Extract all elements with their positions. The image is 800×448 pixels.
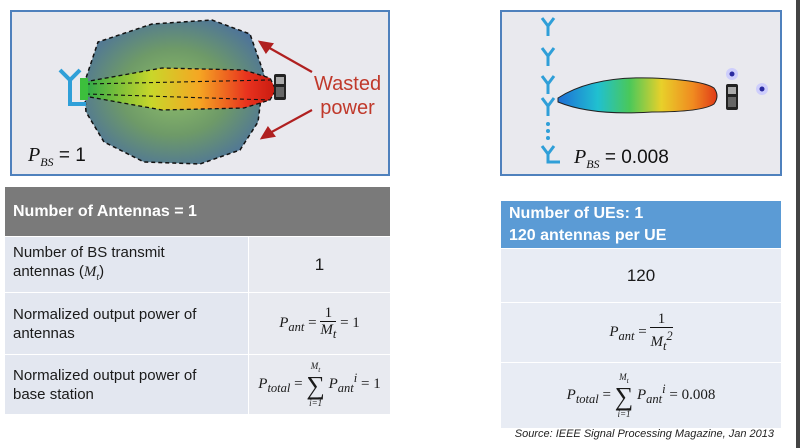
pbs-symbol: P <box>28 144 41 166</box>
source-citation: Source: IEEE Signal Processing Magazine,… <box>514 428 774 440</box>
table-header-left: Number of Antennas = 1 <box>3 186 392 237</box>
table-row: Pant = 1 Mt2 <box>500 302 782 363</box>
wasted-power-callout: Wasted power <box>314 72 381 120</box>
single-antenna-table: Number of Antennas = 1 Number of BS tran… <box>3 186 392 415</box>
label-line-2: antennas ( <box>13 262 84 280</box>
pbs-subscript: BS <box>40 154 54 169</box>
formula-p-total-right: Ptotal = Mt ∑ i=1 Panti = 0.008 <box>500 362 782 429</box>
row-label: Normalized output power of antennas <box>4 292 249 355</box>
label-line-1: Normalized output power of <box>13 366 197 384</box>
formula-p-ant-right: Pant = 1 Mt2 <box>500 302 782 363</box>
pbs-symbol: P <box>574 146 587 168</box>
row-label: Normalized output power of base station <box>4 354 249 415</box>
massive-mimo-panel: PBS = 0.008 <box>500 10 782 176</box>
row-value: 1 <box>247 236 392 293</box>
phone-icon-right <box>726 84 738 110</box>
table-row: Normalized output power of base station … <box>4 354 392 415</box>
label-line-2: antennas <box>13 324 75 342</box>
callout-line-2: power <box>320 97 375 119</box>
wasted-power-arrows <box>257 40 313 140</box>
formula-render: Pant = 1 Mt = 1 <box>279 305 360 341</box>
antenna-feed <box>80 78 88 100</box>
header-line-2: 120 antennas per UE <box>509 226 667 244</box>
formula-p-ant: Pant = 1 Mt = 1 <box>247 292 392 355</box>
pbs-subscript: BS <box>586 156 600 171</box>
main-beam <box>83 67 277 111</box>
pbs-label-left: PBS = 1 <box>28 144 86 170</box>
antenna-array-icon <box>540 17 560 164</box>
pbs-value: = 0.008 <box>604 147 669 168</box>
callout-line-1: Wasted <box>314 73 382 95</box>
massive-mimo-beam-diagram <box>540 17 768 164</box>
formula-p-total: Ptotal = Mt ∑ i=1 Panti = 1 <box>247 354 392 415</box>
table-row: Normalized output power of antennas Pant… <box>4 292 392 355</box>
ellipsis-dots <box>546 122 550 140</box>
label-symbol: M <box>83 263 97 280</box>
header-line-1: Number of UEs: 1 <box>509 204 644 222</box>
table-header-right: Number of UEs: 1 120 antennas per UE <box>500 200 782 249</box>
formula-render: Ptotal = Mt ∑ i=1 Panti = 1 <box>258 360 381 409</box>
bs-antenna-icon <box>58 68 86 106</box>
row-value: 120 <box>500 248 782 303</box>
row-label: Number of BS transmit antennas (Mt) <box>4 236 249 293</box>
pbs-value: = 1 <box>58 145 86 166</box>
beam-edge-lines <box>85 79 271 101</box>
label-line-2: base station <box>13 385 94 403</box>
phone-icon <box>274 74 286 100</box>
label-subscript: t <box>96 271 100 283</box>
label-line-1: Number of BS transmit <box>13 243 165 261</box>
formula-render: Ptotal = Mt ∑ i=1 Panti = 0.008 <box>566 371 716 420</box>
screen-edge <box>796 0 800 448</box>
formula-render: Pant = 1 Mt2 <box>609 311 673 353</box>
pbs-label-right: PBS = 0.008 <box>574 146 669 172</box>
single-antenna-beam-diagram <box>58 19 313 165</box>
table-row: 120 <box>500 248 782 303</box>
table-row: Ptotal = Mt ∑ i=1 Panti = 0.008 <box>500 362 782 429</box>
table-row: Number of BS transmit antennas (Mt) 1 <box>4 236 392 293</box>
signal-glow-icon <box>726 68 768 95</box>
narrow-beam <box>557 77 718 114</box>
label-end: ) <box>99 262 105 280</box>
single-antenna-panel: Wasted power PBS = 1 <box>10 10 390 176</box>
massive-mimo-table: Number of UEs: 1 120 antennas per UE 120… <box>500 200 782 429</box>
label-line-1: Normalized output power of <box>13 305 197 323</box>
